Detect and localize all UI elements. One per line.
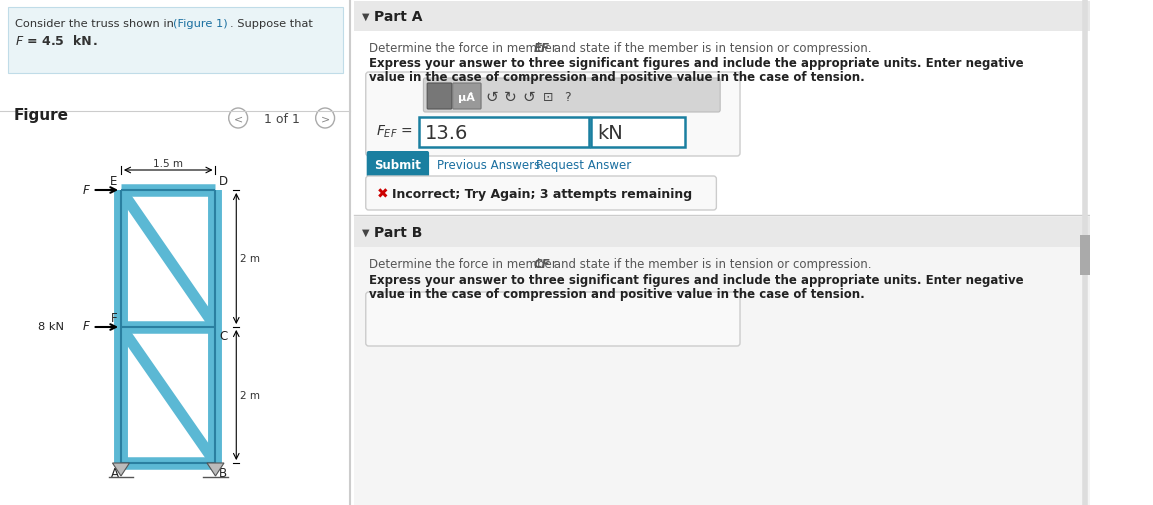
Polygon shape <box>208 463 224 476</box>
Text: value in the case of compression and positive value in the case of tension.: value in the case of compression and pos… <box>369 287 865 300</box>
Text: ↺: ↺ <box>485 89 498 105</box>
Text: kN: kN <box>597 123 623 142</box>
FancyBboxPatch shape <box>590 118 685 147</box>
FancyBboxPatch shape <box>354 218 1090 247</box>
FancyBboxPatch shape <box>8 8 344 74</box>
Text: 13.6: 13.6 <box>425 123 468 142</box>
Text: Determine the force in member: Determine the force in member <box>369 258 560 271</box>
FancyBboxPatch shape <box>1080 235 1090 275</box>
Text: ↺: ↺ <box>522 89 536 105</box>
Text: A: A <box>111 466 119 479</box>
Text: Submit: Submit <box>375 158 421 171</box>
Text: and state if the member is in tension or compression.: and state if the member is in tension or… <box>550 42 872 55</box>
Text: kN: kN <box>73 35 91 48</box>
Text: >: > <box>321 114 330 124</box>
Text: ⊡: ⊡ <box>543 90 553 104</box>
FancyBboxPatch shape <box>419 118 589 147</box>
Text: ↻: ↻ <box>504 89 517 105</box>
Text: E: E <box>110 175 118 188</box>
Text: EF: EF <box>534 42 550 55</box>
FancyBboxPatch shape <box>367 152 429 178</box>
Text: F: F <box>111 312 118 324</box>
Text: <: < <box>234 114 243 124</box>
Text: D: D <box>219 175 228 188</box>
Text: ?: ? <box>564 90 571 104</box>
Text: Figure: Figure <box>13 108 68 123</box>
Text: Express your answer to three significant figures and include the appropriate uni: Express your answer to three significant… <box>369 57 1023 70</box>
FancyBboxPatch shape <box>423 79 721 113</box>
Text: and state if the member is in tension or compression.: and state if the member is in tension or… <box>550 258 872 271</box>
FancyBboxPatch shape <box>427 84 452 110</box>
Text: 8 kN: 8 kN <box>38 321 65 331</box>
Text: C: C <box>219 329 227 342</box>
FancyBboxPatch shape <box>354 216 1090 505</box>
Text: CF: CF <box>534 258 551 271</box>
FancyBboxPatch shape <box>366 177 716 211</box>
FancyBboxPatch shape <box>366 73 740 157</box>
Text: Part B: Part B <box>375 226 423 239</box>
Text: value in the case of compression and positive value in the case of tension.: value in the case of compression and pos… <box>369 71 865 84</box>
Text: $F_{EF}$ =: $F_{EF}$ = <box>376 124 413 140</box>
Text: μÀ: μÀ <box>459 91 475 103</box>
Text: 1 of 1: 1 of 1 <box>264 112 300 125</box>
Text: Consider the truss shown in: Consider the truss shown in <box>15 19 178 29</box>
Text: ▼: ▼ <box>362 228 369 237</box>
Text: F: F <box>83 183 90 196</box>
FancyBboxPatch shape <box>453 84 481 110</box>
Text: Determine the force in member: Determine the force in member <box>369 42 560 55</box>
Text: Part A: Part A <box>375 10 423 24</box>
FancyBboxPatch shape <box>366 292 740 346</box>
Text: Previous Answers: Previous Answers <box>437 158 540 171</box>
Text: Request Answer: Request Answer <box>536 158 631 171</box>
Text: 1.5 m: 1.5 m <box>153 159 183 169</box>
Text: (Figure 1): (Figure 1) <box>173 19 227 29</box>
Text: 2 m: 2 m <box>240 254 261 264</box>
Text: .: . <box>92 35 97 48</box>
Text: 2 m: 2 m <box>240 390 261 400</box>
Text: B: B <box>219 466 227 479</box>
Text: . Suppose that: . Suppose that <box>229 19 312 29</box>
Polygon shape <box>113 463 129 476</box>
Text: $\it{F}$ = 4.5: $\it{F}$ = 4.5 <box>15 35 70 48</box>
Text: F: F <box>83 320 90 333</box>
Text: Express your answer to three significant figures and include the appropriate uni: Express your answer to three significant… <box>369 274 1023 286</box>
Text: ✖: ✖ <box>377 187 389 200</box>
Text: Incorrect; Try Again; 3 attempts remaining: Incorrect; Try Again; 3 attempts remaini… <box>392 187 692 200</box>
Text: ▼: ▼ <box>362 12 369 22</box>
FancyBboxPatch shape <box>354 2 1090 32</box>
